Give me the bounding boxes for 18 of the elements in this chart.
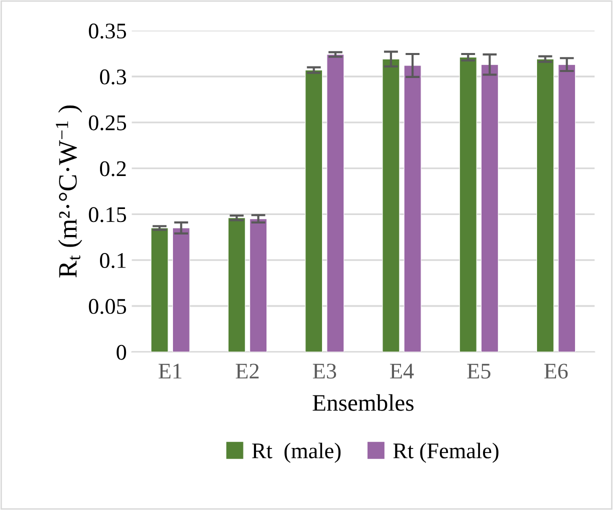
x-axis-title: Ensembles xyxy=(312,394,414,411)
y-tick-label: 0.35 xyxy=(88,24,126,39)
y-tick-label: 0.25 xyxy=(88,115,126,130)
y-tick-label: 0.1 xyxy=(100,253,126,268)
y-tick-label: 0.15 xyxy=(88,207,126,222)
legend-label: Rt (male) xyxy=(252,442,341,463)
x-tick-label: E4 xyxy=(390,364,414,378)
legend-label: Rt (Female) xyxy=(393,442,498,463)
x-tick-label: E1 xyxy=(158,364,182,378)
x-tick-label: E3 xyxy=(312,364,336,379)
y-tick-label: 0.3 xyxy=(100,69,126,85)
y-tick-label: 0.2 xyxy=(100,161,126,176)
x-tick-label: E2 xyxy=(236,364,259,378)
x-tick-label: E6 xyxy=(544,364,568,379)
x-tick-label: E5 xyxy=(467,364,490,379)
y-tick-label: 0 xyxy=(116,344,126,360)
y-axis-title: R$_{t}$ (m²·°C·W$^{−1}$ ) xyxy=(56,105,82,278)
y-tick-label: 0.05 xyxy=(88,298,126,314)
